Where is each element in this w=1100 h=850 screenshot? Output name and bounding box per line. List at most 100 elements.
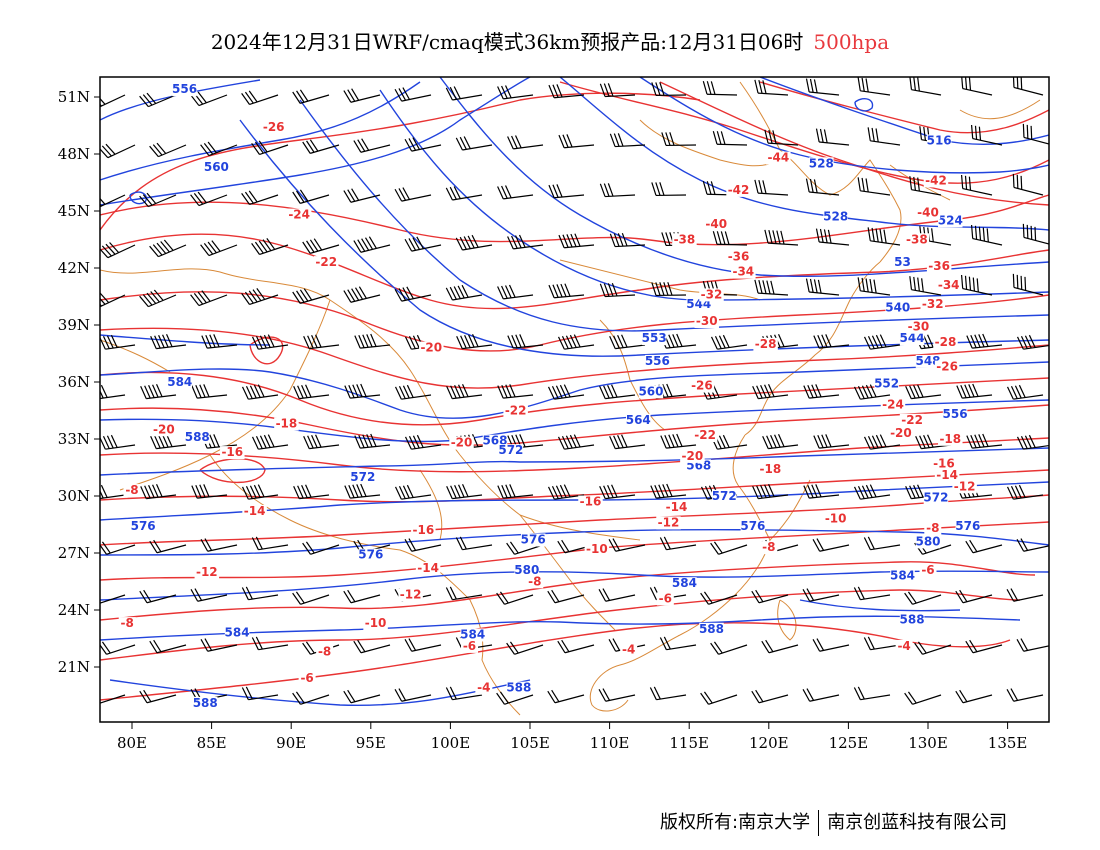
wind-barb [557,334,595,350]
height-contour-label-bg [809,157,834,171]
wind-barb [445,586,483,601]
temp-contour-label-bg [924,522,942,536]
wind-barb [970,224,1003,246]
height-contours [100,77,1049,707]
wind-barb [651,82,687,97]
wind-barb [100,591,126,605]
height-contour-label: 588 [699,622,724,636]
wind-barb [251,334,289,350]
y-tick-label: 33N [58,430,90,448]
height-contour-label: 540 [885,301,910,315]
wind-barb [149,142,187,158]
wind-barb [863,434,901,450]
height-contour-label-bg [192,696,218,710]
wind-barb [752,484,789,500]
wind-barb [241,90,279,106]
wind-barb [394,87,432,102]
height-contour-label: 584 [167,375,192,389]
temp-contour-label-bg [938,432,963,446]
wind-barb [445,186,483,201]
height-contour-label: 584 [672,576,697,590]
height-contour-label: 544 [900,331,925,345]
wind-barb [853,384,891,400]
height-contour-label-bg [130,520,156,534]
wind-barb [404,236,442,252]
temp-contour-label-bg [584,543,610,556]
temp-contour-label: -18 [276,417,298,431]
wind-barb [394,484,432,500]
height-contour-label: 572 [350,470,375,484]
wind-barb [149,239,187,258]
wind-barb [547,689,585,704]
wind-barb [251,434,289,450]
wind-barb [960,77,993,96]
wind-barb [139,689,177,704]
height-contour-label: 53 [894,255,911,269]
height-contour-label-bg [899,613,925,627]
wind-barb [599,384,636,400]
wind-barb [598,588,636,602]
temp-contour-label-bg [656,516,681,530]
height-contour-label-bg [874,377,899,391]
height-contour-label: 524 [938,213,963,227]
wind-barb [302,139,340,154]
wind-barb [445,686,483,701]
wind-barb [802,688,840,702]
y-tick-label: 42N [58,259,90,277]
wind-barb [507,234,544,250]
temp-contour-label-bg [298,672,316,686]
temp-contour-label: -34 [938,278,960,292]
temp-contour-label-bg [906,320,931,334]
wind-barb [293,384,330,400]
wind-barb [343,88,381,103]
wind-barb [100,193,126,209]
wind-barb [190,588,228,602]
height-contour-label: 553 [642,331,667,345]
temp-contour-label-bg [888,427,914,441]
temp-contour-label-bg [194,565,220,579]
wind-barb [659,636,697,651]
wind-barb [905,384,942,400]
wind-barb [140,484,177,500]
wind-barb [394,384,432,400]
x-tick-label: 115E [669,734,709,752]
wind-barb [609,133,646,148]
temp-contour-label-bg [123,484,141,498]
wind-barb [251,636,289,651]
height-contour-label: 560 [638,384,663,398]
wind-barb [805,78,840,96]
temp-contour-label-bg [731,265,756,279]
wind-barb [139,92,177,108]
wind-barb [853,586,891,601]
temp-contour-label: -38 [674,232,696,246]
wind-barb [190,191,228,207]
temp-contour-label: -26 [263,120,285,134]
wind-barb [303,334,340,350]
temp-contour-label: -14 [244,504,266,518]
height-contour-label: 576 [358,548,383,562]
wind-barb [970,124,1003,146]
wind-barb [857,277,891,296]
height-contour-label-bg [885,301,911,315]
temp-contour-label-bg [620,643,638,657]
wind-barb [815,128,850,146]
x-tick-label: 80E [117,734,147,752]
x-tick-label: 135E [988,734,1028,752]
wind-barb [599,484,636,500]
wind-barb [241,586,279,601]
y-tick-label: 21N [58,658,90,676]
height-contour-label-bg [460,628,485,642]
wind-barb [700,691,738,705]
wind-barb [496,591,534,605]
x-tick-label: 85E [197,734,227,752]
wind-barb [446,384,483,400]
wind-barb [190,290,228,307]
wind-barb [659,536,697,551]
temp-contour-label-bg [919,563,937,577]
height-contour-label-bg [626,413,651,427]
temp-contour-label-bg [726,250,751,264]
temp-contour-label: -6 [463,639,476,653]
height-contour-label-bg [506,681,532,695]
temp-contour-label: -44 [768,151,790,165]
temp-contour-label: -8 [528,574,541,588]
